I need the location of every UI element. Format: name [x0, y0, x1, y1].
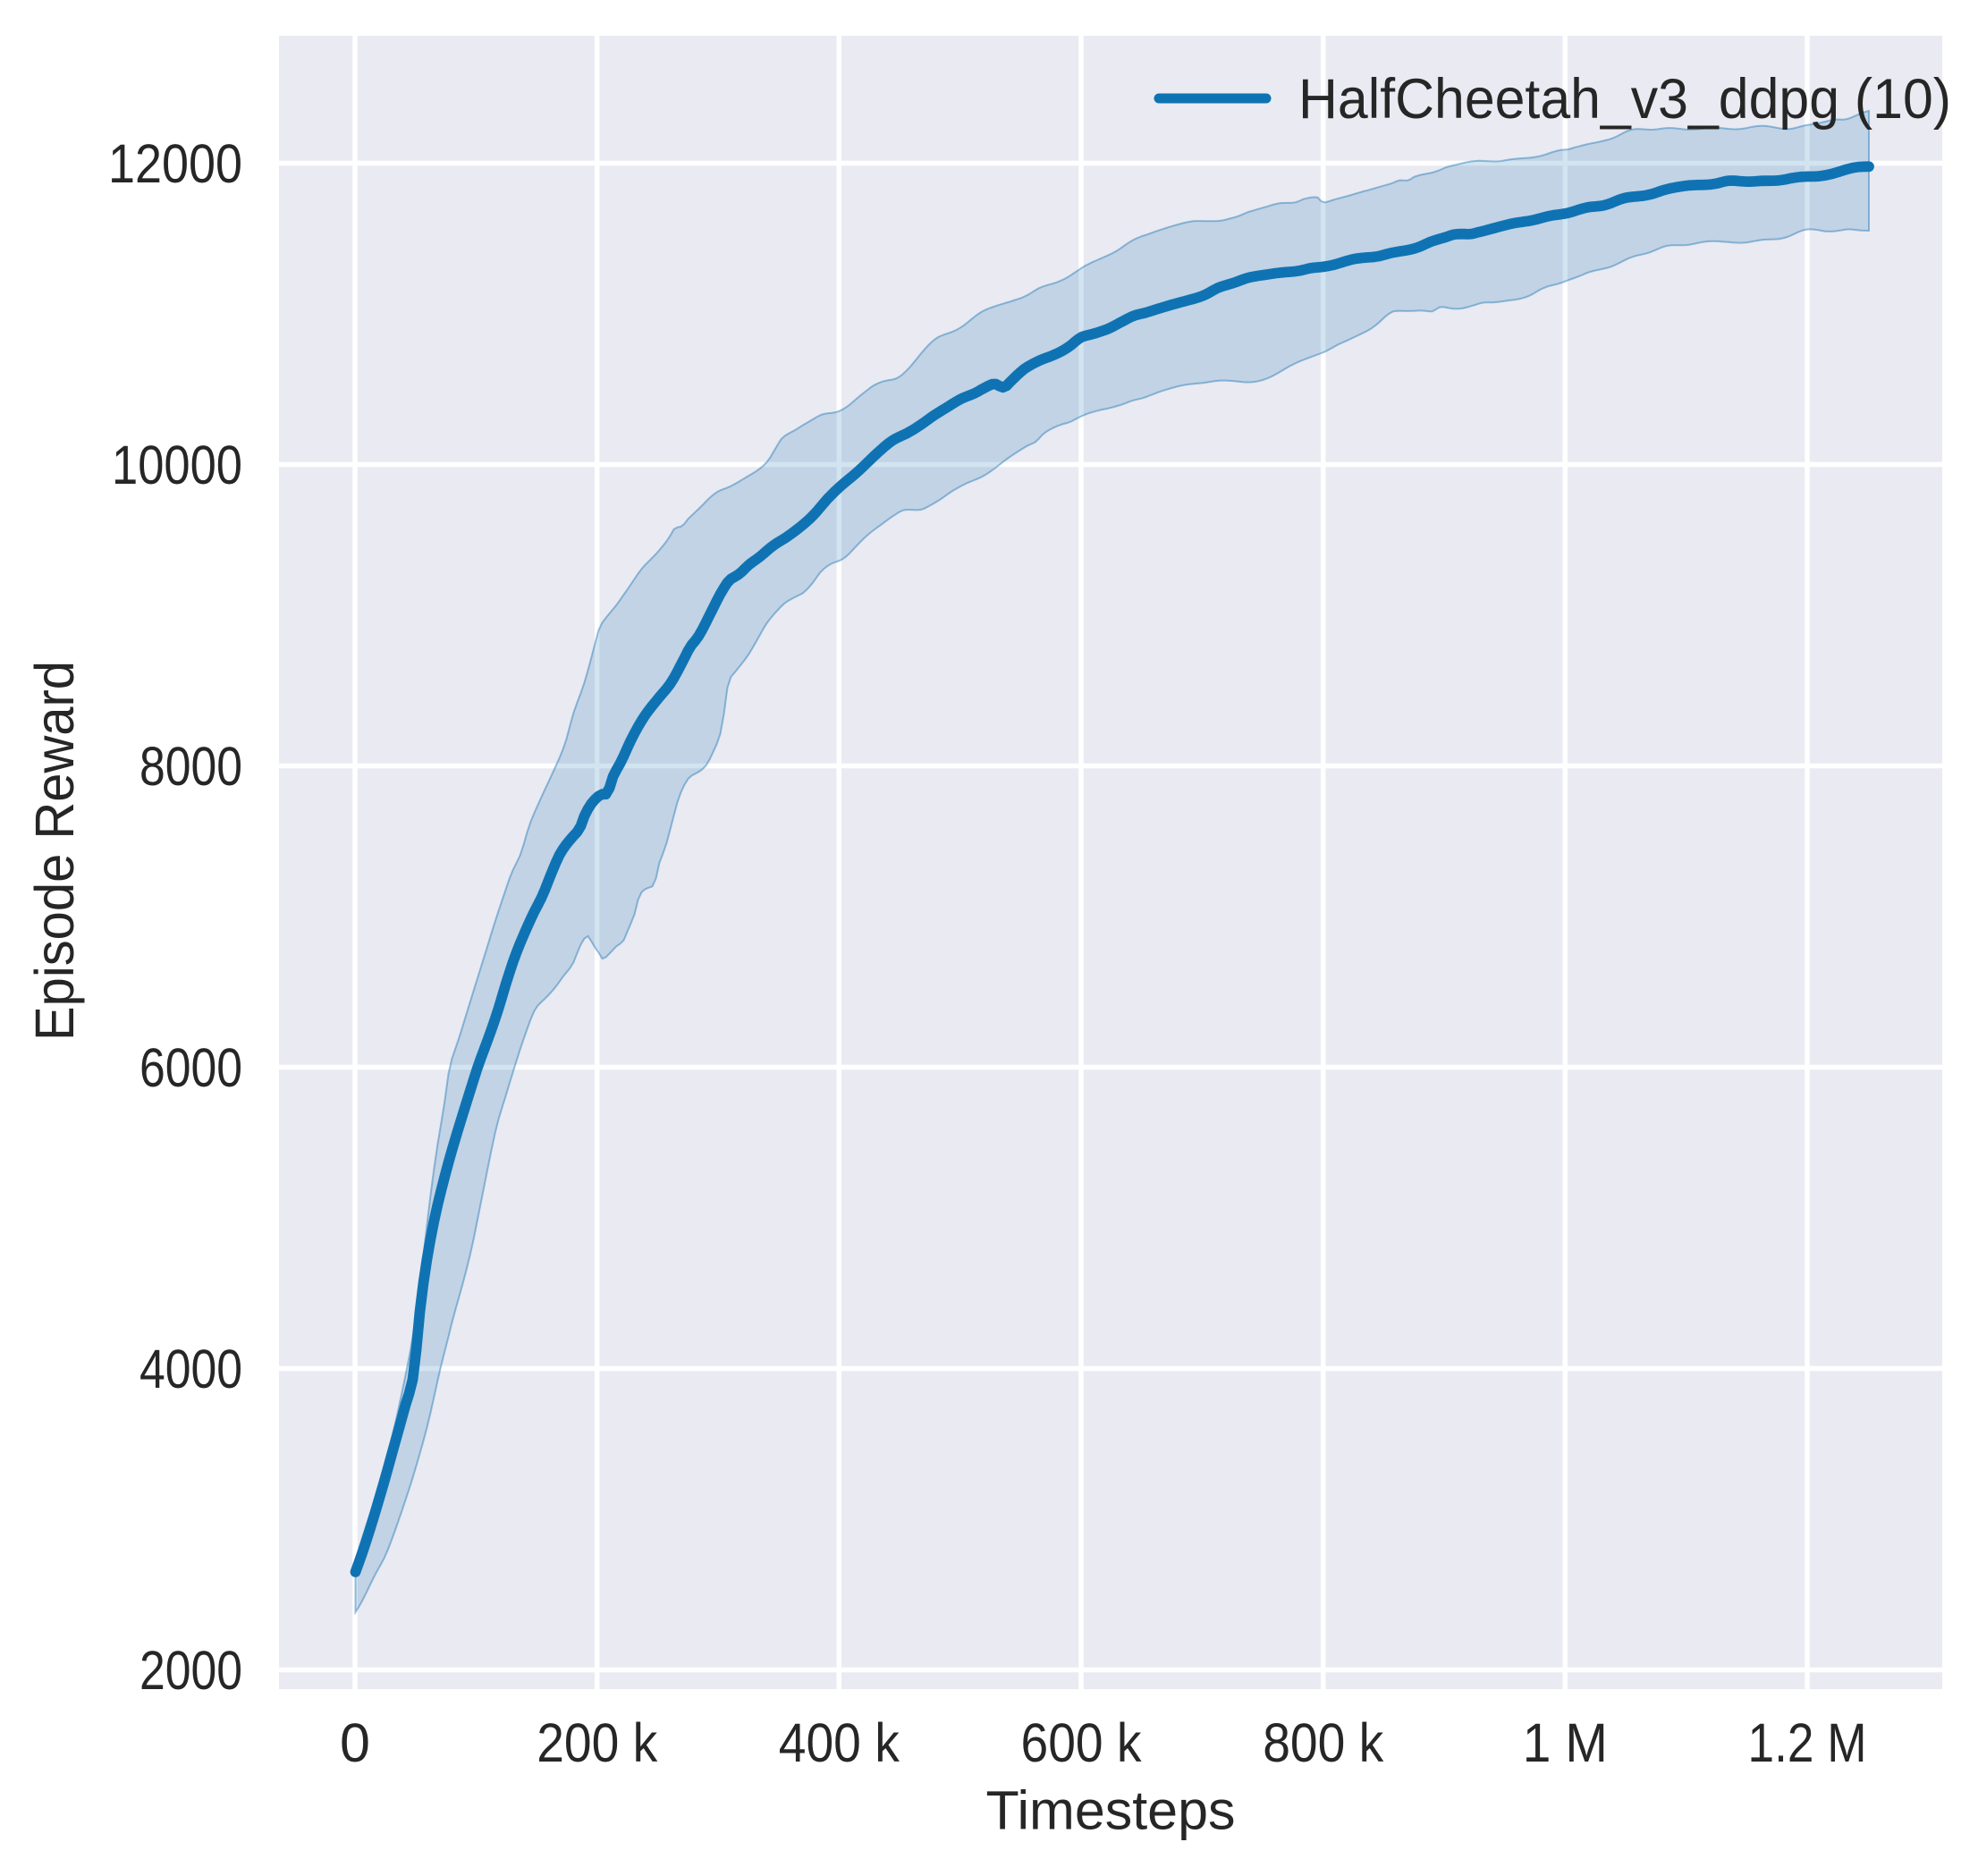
svg-text:8000: 8000 [139, 736, 242, 797]
svg-text:400 k: 400 k [779, 1712, 900, 1773]
svg-text:Timesteps: Timesteps [986, 1780, 1236, 1841]
svg-text:6000: 6000 [139, 1037, 242, 1098]
svg-text:12000: 12000 [108, 133, 242, 194]
svg-text:10000: 10000 [112, 435, 242, 495]
svg-text:800 k: 800 k [1263, 1712, 1383, 1773]
svg-text:4000: 4000 [139, 1339, 242, 1399]
svg-text:2000: 2000 [139, 1640, 242, 1701]
svg-text:1.2 M: 1.2 M [1748, 1712, 1867, 1773]
svg-text:Episode Reward: Episode Reward [24, 661, 85, 1041]
svg-text:600 k: 600 k [1021, 1712, 1142, 1773]
svg-text:200 k: 200 k [537, 1712, 657, 1773]
svg-text:0: 0 [340, 1712, 370, 1773]
svg-text:1 M: 1 M [1523, 1712, 1608, 1773]
svg-text:HalfCheetah_v3_ddpg (10): HalfCheetah_v3_ddpg (10) [1298, 68, 1951, 131]
